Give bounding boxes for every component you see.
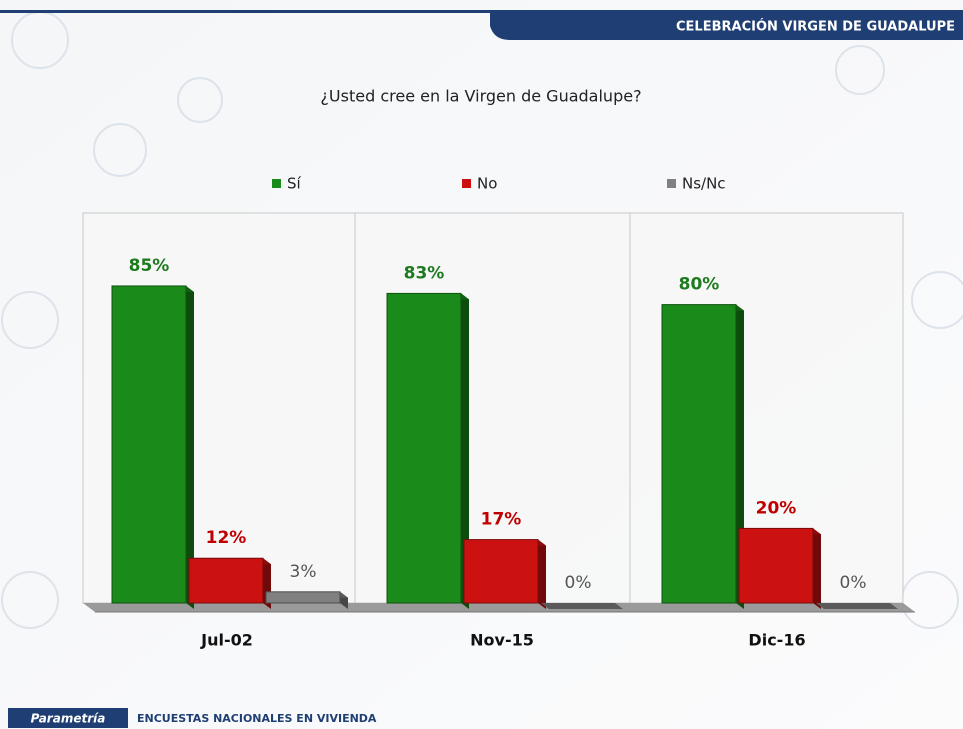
value-label: 0% — [565, 573, 592, 593]
bar-top — [541, 603, 623, 609]
footer-logo-box — [8, 708, 128, 728]
header-title: CELEBRACIÓN VIRGEN DE GUADALUPE — [676, 19, 955, 35]
value-label: 0% — [840, 573, 867, 593]
bar — [188, 557, 264, 604]
bar — [463, 539, 539, 604]
value-label: 3% — [290, 562, 317, 582]
bar-side — [186, 285, 194, 609]
footer-logo: Parametría — [31, 712, 106, 726]
x-tick-label: Jul-02 — [200, 631, 253, 650]
bar-side — [538, 539, 546, 609]
bar — [738, 527, 814, 604]
value-label: 12% — [206, 528, 247, 548]
value-label: 20% — [756, 498, 797, 518]
header-line — [0, 10, 963, 13]
value-label: 85% — [129, 256, 170, 276]
x-tick-label: Nov-15 — [470, 631, 534, 650]
value-label: 80% — [679, 275, 720, 295]
legend-swatch — [462, 179, 471, 188]
header-banner — [490, 10, 963, 40]
legend-label: Ns/Nc — [682, 175, 726, 193]
bar — [111, 285, 187, 604]
value-label: 17% — [481, 510, 522, 530]
watermark — [1, 11, 963, 629]
legend-label: Sí — [287, 175, 302, 193]
legend-swatch — [272, 179, 281, 188]
plot: Sí No Ns/Nc Jul-02 85% 12% 3% Nov-15 83% 17% 0% Dic… — [111, 175, 898, 650]
chart-title: ¿Usted cree en la Virgen de Guadalupe? — [320, 87, 641, 106]
bar-top — [816, 603, 898, 609]
value-label: 83% — [404, 263, 445, 283]
bar — [265, 591, 341, 604]
legend-swatch — [667, 179, 676, 188]
x-tick-label: Dic-16 — [748, 631, 805, 650]
bar-side — [813, 528, 821, 609]
bar-side — [461, 293, 469, 609]
bar — [386, 292, 462, 604]
footer-text: ENCUESTAS NACIONALES EN VIVIENDA — [137, 712, 377, 725]
bar — [661, 304, 737, 604]
legend-label: No — [477, 175, 497, 193]
floor — [83, 603, 915, 612]
